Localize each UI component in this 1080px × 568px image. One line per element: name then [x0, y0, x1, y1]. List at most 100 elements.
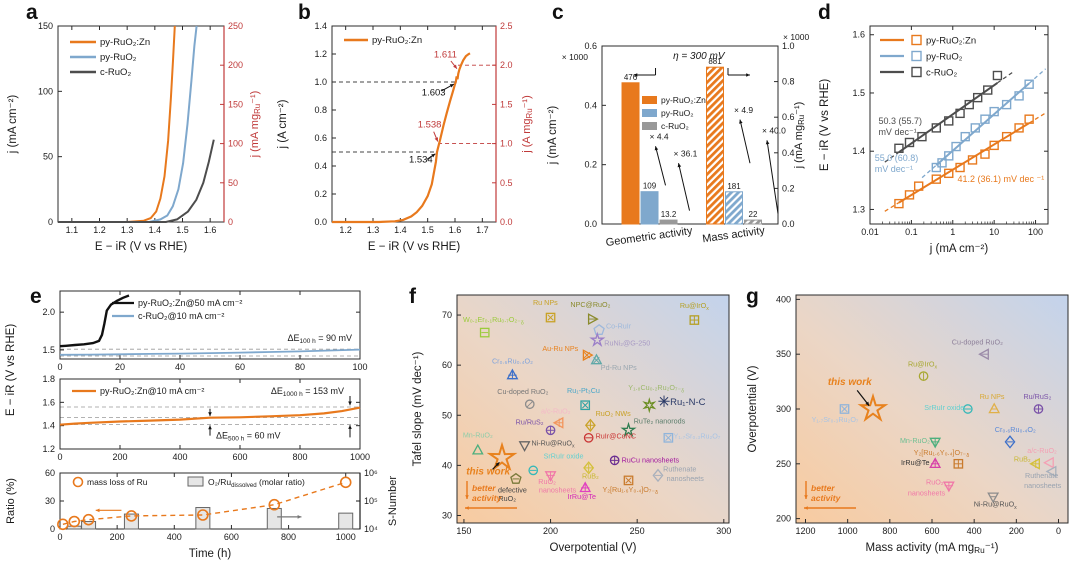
point-py-RuO₂ [1024, 79, 1034, 89]
point-label: RuNi₂@G-250 [604, 339, 650, 348]
x-tick-label: 10 [989, 227, 999, 237]
x-tick-label: 1000 [336, 532, 356, 542]
y-tick-label: 1.2 [42, 444, 55, 454]
point-label: defective [498, 485, 527, 494]
point-py-RuO₂ [944, 151, 954, 161]
panel-d: d 0.01 0.1 1 10 100 1.3 1.4 1.5 1.6 50.3 (55.7) mV… [810, 0, 1080, 283]
legend-label: py-RuO₂:Zn [100, 37, 150, 48]
annotation-1.538: 1.538 [418, 120, 442, 131]
legend-label: py-RuO₂:Zn [372, 35, 422, 46]
point-c-RuO₂ [944, 116, 954, 126]
point-RuNi₂@G-250: RuNi₂@G-250 [589, 331, 650, 348]
x-tick-label: 800 [882, 526, 897, 536]
bar-mass-c-RuO₂ [744, 219, 762, 225]
point-a/c-RuO₂: a/c-RuO₂ [1027, 446, 1057, 469]
point-Y₂[Ru₁.₆Y₀.₄]O₇₋δ: Y₂[Ru₁.₆Y₀.₄]O₇₋δ [602, 475, 658, 496]
y-tick-label: 300 [776, 404, 791, 414]
point-label: RuCu nanosheets [622, 455, 680, 464]
x-tick-label: 1.6 [449, 225, 462, 235]
x-axis-label: Mass activity (mA mgRu⁻¹) [866, 542, 999, 555]
x-tick-label: 0 [57, 452, 62, 462]
y-right-tick-label: 0.8 [782, 77, 795, 87]
y-tick-label: 0.8 [314, 105, 327, 115]
y-right-tick-label: 50 [228, 178, 238, 188]
x-axis-label: j (mA cm⁻²) [929, 243, 989, 255]
x-tick-label: 60 [235, 362, 245, 372]
annotation-dE500: ΔE500 h = 60 mV [216, 430, 281, 442]
x-tick-label: 0 [57, 532, 62, 542]
point-label: RuIr@CoNC [596, 431, 636, 440]
panel-e: e 0 20 40 60 80 100 1.5 2.0 py-RuO₂:Zn@50 mA cm⁻… [0, 283, 405, 568]
legend-label: c-RuO₂ [926, 68, 957, 79]
scale-note-right: × 1000 [783, 32, 810, 42]
point-py-RuO₂ [951, 141, 961, 152]
y-tick-label: 0 [50, 524, 55, 534]
tafel-slope-label: 50.3 (55.7) [878, 116, 922, 126]
point-label: Au-Ru NPs [542, 344, 578, 353]
x-tick-label: 800 [292, 452, 307, 462]
x-tick-label: 600 [924, 526, 939, 536]
mass-loss-point [268, 498, 281, 511]
point-label: RuB₂ [1014, 455, 1031, 464]
annotation-dE100: ΔE100 h = 90 mV [288, 333, 353, 345]
x-tick-label: 1.4 [149, 225, 162, 235]
x-tick-label: 0 [1056, 526, 1061, 536]
x-tick-label: 200 [112, 452, 127, 462]
x-tick-label: 1.5 [421, 225, 434, 235]
y-tick-label: 1.4 [852, 146, 865, 156]
point-label: RuO₂ [538, 477, 556, 486]
y-axis-label: E − iR (V vs RHE) [819, 79, 831, 172]
arrow-head [633, 73, 638, 77]
x-tick-label: 300 [716, 526, 731, 536]
legend-label: py-RuO₂:Zn [926, 36, 976, 47]
point-label: IrRu@Te [901, 458, 929, 467]
point-Cu-doped RuO₂: Cu-doped RuO₂ [497, 387, 549, 410]
legend-label: c-RuO₂@10 mA cm⁻² [138, 311, 224, 321]
legend-label: py-RuO₂ [100, 52, 137, 63]
x-axis-label: E − iR (V vs RHE) [368, 241, 461, 253]
point-label: this work [828, 377, 872, 388]
y-right-tick-label: 0.4 [782, 148, 795, 158]
y-axis-label: j (mA cm⁻²) [547, 106, 559, 166]
bar-value: 13.2 [661, 210, 677, 219]
arrow-head [804, 506, 808, 510]
point-label: this work [466, 466, 510, 477]
y-tick-label: 250 [776, 459, 791, 469]
point-Ru@IrOx: Ru@IrOx [680, 301, 709, 325]
x-tick-label: 1.1 [66, 225, 79, 235]
bar-value: 109 [643, 182, 657, 191]
point-RuIr@CoNC: RuIr@CoNC [583, 431, 636, 443]
arrow-head [434, 137, 438, 142]
point-SrRuIr oxide: SrRuIr oxide [528, 451, 584, 476]
y-tick-label: 60 [442, 360, 452, 370]
point-py-RuO₂:Zn [894, 198, 904, 209]
y-axis-label: j (A cm⁻²) [277, 99, 289, 149]
point-IrRu@Te: IrRu@Te [901, 457, 942, 469]
y-tick-label: 0.4 [584, 100, 597, 110]
x-tick-label: 1200 [795, 526, 815, 536]
arrow [655, 146, 667, 186]
y-right-tick-label: 200 [228, 60, 243, 70]
y-tick-label: 0.0 [314, 217, 327, 227]
y-axis-label-ratio: Ratio (%) [5, 478, 17, 524]
point-label: nanosheets [908, 489, 946, 498]
y-axis-label: Overpotential (V) [747, 365, 759, 452]
point-Au-Ru NPs: Au-Ru NPs [542, 344, 594, 362]
point-py-RuO₂:Zn [1014, 123, 1024, 133]
y-axis-label-right: j (mA mgRu⁻¹) [249, 91, 262, 159]
mass-loss-point [339, 476, 352, 489]
point-Cr₀.₆Ru₀.₄O₂: Cr₀.₆Ru₀.₄O₂ [492, 357, 533, 380]
tafel-slope-label: 41.2 (36.1) mV dec ⁻¹ [957, 174, 1044, 184]
mass-loss-trend [62, 481, 346, 525]
point-label: Ni-Ru@RuOx [974, 500, 1017, 511]
annotation-dE1000: ΔE1000 h = 153 mV [271, 386, 344, 398]
x-tick-label: 100 [352, 362, 367, 372]
point-label: Cu-doped RuO₂ [952, 337, 1003, 346]
point-label: RuTe₂ nanorods [634, 416, 686, 425]
point-label: SrRuIr oxide [924, 403, 964, 412]
x-tick-label: 1.4 [394, 225, 407, 235]
point-SrRuIr oxide: SrRuIr oxide [924, 403, 973, 414]
legend-label: py-RuO₂:Zn [661, 95, 706, 105]
multiplier: × 40.0 [762, 126, 786, 136]
y-axis-label-snumber: S-Number [387, 476, 399, 526]
